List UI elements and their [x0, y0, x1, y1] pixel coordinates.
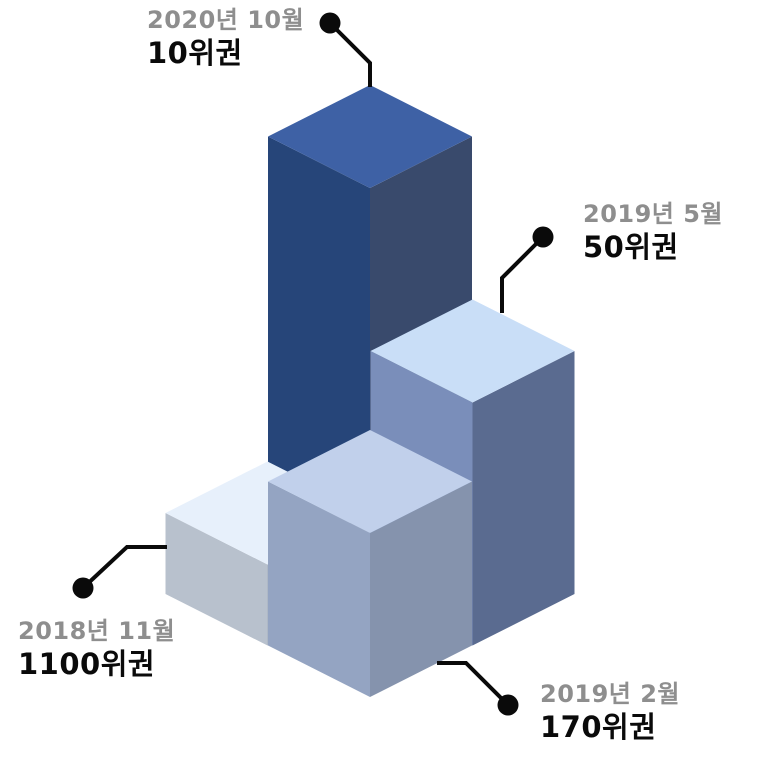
callout-date: 2020년 10월	[147, 6, 305, 34]
callout-2019-05: 2019년 5월 50위권	[583, 200, 723, 265]
bar-2018-11-left-face	[165, 513, 268, 646]
callout-date: 2018년 11월	[18, 617, 176, 645]
callout-rank: 50위권	[583, 230, 679, 265]
callout-2018-11: 2018년 11월 1100위권	[18, 617, 175, 682]
bar-2019-02-right-face	[370, 481, 472, 697]
callout-rank: 170위권	[540, 710, 657, 745]
leader-line	[81, 545, 167, 590]
bar-2019-02	[268, 430, 472, 697]
leader-dot	[532, 226, 554, 248]
leader-dot	[72, 577, 94, 599]
bar-2019-05-right-face	[472, 351, 575, 646]
callout-date: 2019년 5월	[583, 200, 724, 228]
bar-2019-05-top-face	[370, 299, 575, 403]
leader-dot	[319, 12, 341, 34]
callout-2019-02: 2019년 2월 170위권	[540, 680, 680, 745]
leader-line	[437, 661, 510, 707]
bar-2019-02-top-face	[268, 430, 472, 533]
bar-2020-10-top-face	[268, 85, 472, 188]
callout-date: 2019년 2월	[540, 680, 681, 708]
callout-rank: 1100위권	[18, 647, 156, 682]
callout-rank: 10위권	[147, 36, 243, 71]
bar-2019-02-left-face	[268, 481, 370, 697]
leader-line	[328, 21, 372, 87]
callout-2020-10: 2020년 10월 10위권	[147, 6, 304, 71]
leader-dot	[497, 694, 519, 716]
leader-line	[500, 235, 545, 313]
